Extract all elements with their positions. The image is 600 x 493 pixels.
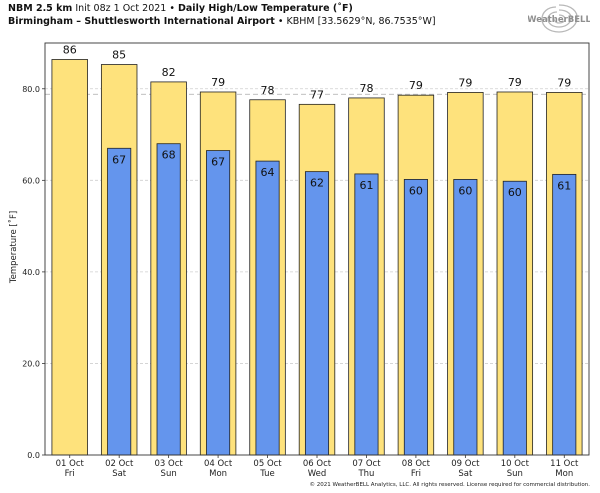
- x-tick-label-day: Mon: [209, 469, 227, 479]
- low-temp-bar: [206, 150, 231, 456]
- x-tick-label-date: 09 Oct: [451, 459, 480, 469]
- x-tick-label-date: 03 Oct: [155, 459, 184, 469]
- x-tick-label-date: 04 Oct: [204, 459, 233, 469]
- copyright-notice: © 2021 WeatherBELL Analytics, LLC. All r…: [309, 482, 590, 488]
- model-name: NBM 2.5 km: [8, 3, 73, 14]
- x-tick-label-date: 07 Oct: [352, 459, 381, 469]
- x-tick-label-day: Sat: [458, 469, 473, 479]
- low-temp-label: 61: [557, 179, 571, 192]
- high-temp-label: 86: [63, 43, 77, 56]
- high-temp-bar: [51, 59, 88, 456]
- high-temp-label: 79: [557, 76, 571, 89]
- x-tick-label-date: 06 Oct: [303, 459, 332, 469]
- x-tick-label-date: 08 Oct: [402, 459, 431, 469]
- x-tick-label-date: 02 Oct: [105, 459, 134, 469]
- low-temp-bar: [304, 171, 330, 456]
- high-temp-label: 85: [112, 49, 126, 62]
- init-time: Init 08z 1 Oct 2021: [75, 3, 167, 14]
- low-temp-bar: [107, 147, 132, 456]
- location-name: Birmingham – Shuttlesworth International…: [8, 16, 275, 27]
- y-tick-label: 60.0: [22, 176, 40, 185]
- y-tick-label: 80.0: [22, 85, 40, 94]
- y-axis-label: Temperature [˚F]: [8, 211, 19, 284]
- x-tick-label-day: Sun: [161, 469, 177, 479]
- location-separator: •: [277, 16, 284, 27]
- high-temp-label: 79: [508, 76, 522, 89]
- high-temp-label: 78: [359, 82, 373, 95]
- logo-text: WeatherBELL: [528, 15, 590, 25]
- high-temp-label: 82: [162, 66, 176, 79]
- value-labels: 86 85 67 82 68 79 67 78 64 77 62 78 61 79 60 79 60 79 60 79…: [63, 43, 572, 199]
- title-separator: •: [169, 3, 175, 14]
- high-temp-label: 79: [458, 76, 472, 89]
- location-line: Birmingham – Shuttlesworth International…: [8, 16, 436, 27]
- high-temp-label: 79: [409, 79, 423, 92]
- low-temp-bar: [453, 179, 478, 456]
- low-temp-bar: [354, 173, 379, 456]
- x-tick-label-day: Tue: [259, 469, 275, 479]
- x-tick-label-day: Fri: [411, 469, 421, 479]
- low-temp-label: 60: [458, 184, 472, 197]
- y-tick-label: 0.0: [27, 451, 40, 460]
- x-tick-label-day: Wed: [308, 469, 327, 479]
- chart-title-line: NBM 2.5 km Init 08z 1 Oct 2021 • Daily H…: [8, 3, 353, 14]
- y-tick-label: 40.0: [22, 268, 40, 277]
- high-temp-label: 78: [261, 84, 275, 97]
- weatherbell-swirl-icon: [541, 4, 578, 33]
- low-temp-label: 62: [310, 177, 324, 190]
- weatherbell-logo: WeatherBELL: [528, 4, 590, 33]
- low-temp-label: 67: [112, 153, 126, 166]
- low-temp-bar: [552, 173, 577, 456]
- low-temp-label: 61: [359, 179, 373, 192]
- x-tick-label-day: Fri: [65, 469, 75, 479]
- x-tick-label-day: Sat: [112, 469, 127, 479]
- y-tick-label: 20.0: [22, 359, 40, 368]
- low-temp-bar: [502, 180, 527, 456]
- x-tick-label-day: Mon: [555, 469, 573, 479]
- low-temp-label: 60: [508, 186, 522, 199]
- low-temp-label: 68: [162, 149, 176, 162]
- bars: [51, 59, 583, 456]
- product-name: Daily High/Low Temperature (˚F): [178, 3, 353, 14]
- plot-frame: [44, 42, 590, 456]
- low-temp-label: 60: [409, 184, 423, 197]
- low-temp-bar: [255, 160, 280, 456]
- low-temp-label: 67: [211, 156, 225, 169]
- low-temp-label: 64: [261, 166, 275, 179]
- station-info: KBHM [33.5629°N, 86.7535°W]: [286, 16, 436, 27]
- low-temp-bar: [403, 179, 428, 456]
- high-temp-label: 79: [211, 76, 225, 89]
- high-temp-label: 77: [310, 88, 324, 101]
- x-tick-label-date: 05 Oct: [253, 459, 282, 469]
- x-tick-label-date: 11 Oct: [550, 459, 579, 469]
- low-temp-bar: [156, 143, 181, 456]
- x-tick-label-day: Sun: [507, 469, 523, 479]
- x-tick-label-date: 10 Oct: [501, 459, 530, 469]
- x-tick-label-day: Thu: [357, 469, 374, 479]
- x-tick-label-date: 01 Oct: [56, 459, 85, 469]
